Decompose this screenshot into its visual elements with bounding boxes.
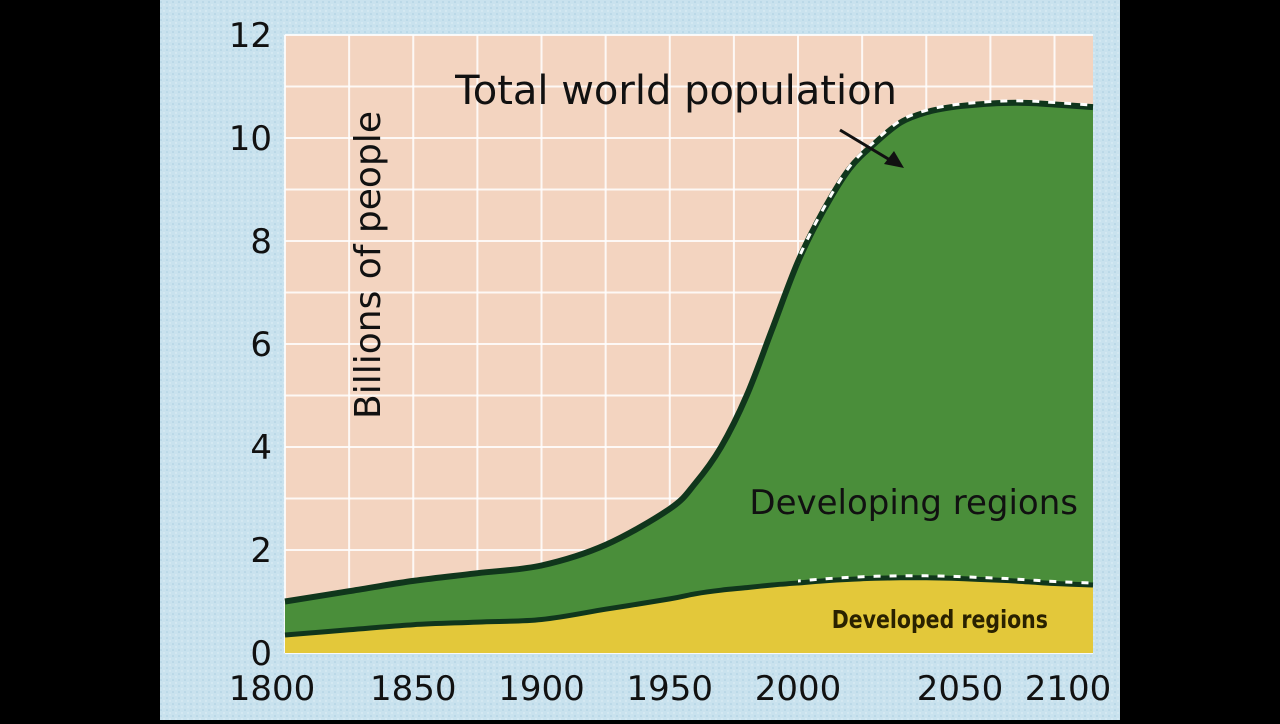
- left-letterbox: [0, 0, 160, 720]
- x-tick-label: 2100: [1025, 669, 1112, 709]
- x-tick-label: 1850: [370, 669, 457, 709]
- x-tick-label: 1950: [626, 669, 713, 709]
- right-letterbox: [1120, 0, 1280, 720]
- y-tick-label: 10: [229, 119, 272, 159]
- arrow-icon: [839, 128, 904, 168]
- chart-panel: 0 2 4 6 8 10 12 1800 1850 1900 1950 2000 2050 2100 Bi…: [160, 0, 1120, 720]
- developed-regions-line: [284, 575, 1094, 638]
- total-population-line: [284, 99, 1094, 605]
- developed-regions-label: Developed regions: [832, 606, 1048, 634]
- developing-regions-label: Developing regions: [749, 483, 1078, 523]
- population-area-chart: 0 2 4 6 8 10 12 1800 1850 1900 1950 2000 2050 2100 Bi…: [160, 0, 1120, 720]
- y-tick-label: 8: [250, 222, 272, 262]
- x-tick-label: 1900: [498, 669, 585, 709]
- y-tick-label: 12: [229, 16, 272, 56]
- total-population-label: Total world population: [454, 68, 897, 114]
- y-axis-label: Billions of people: [348, 111, 389, 419]
- developed-regions-area: [285, 577, 1093, 653]
- x-tick-label: 2050: [917, 669, 1004, 709]
- y-tick-label: 4: [250, 428, 272, 468]
- y-tick-label: 2: [250, 531, 272, 571]
- y-tick-label: 0: [250, 634, 272, 674]
- y-tick-label: 6: [250, 325, 272, 365]
- developing-regions-area: [285, 102, 1093, 653]
- x-tick-label: 1800: [229, 669, 316, 709]
- x-tick-label: 2000: [755, 669, 842, 709]
